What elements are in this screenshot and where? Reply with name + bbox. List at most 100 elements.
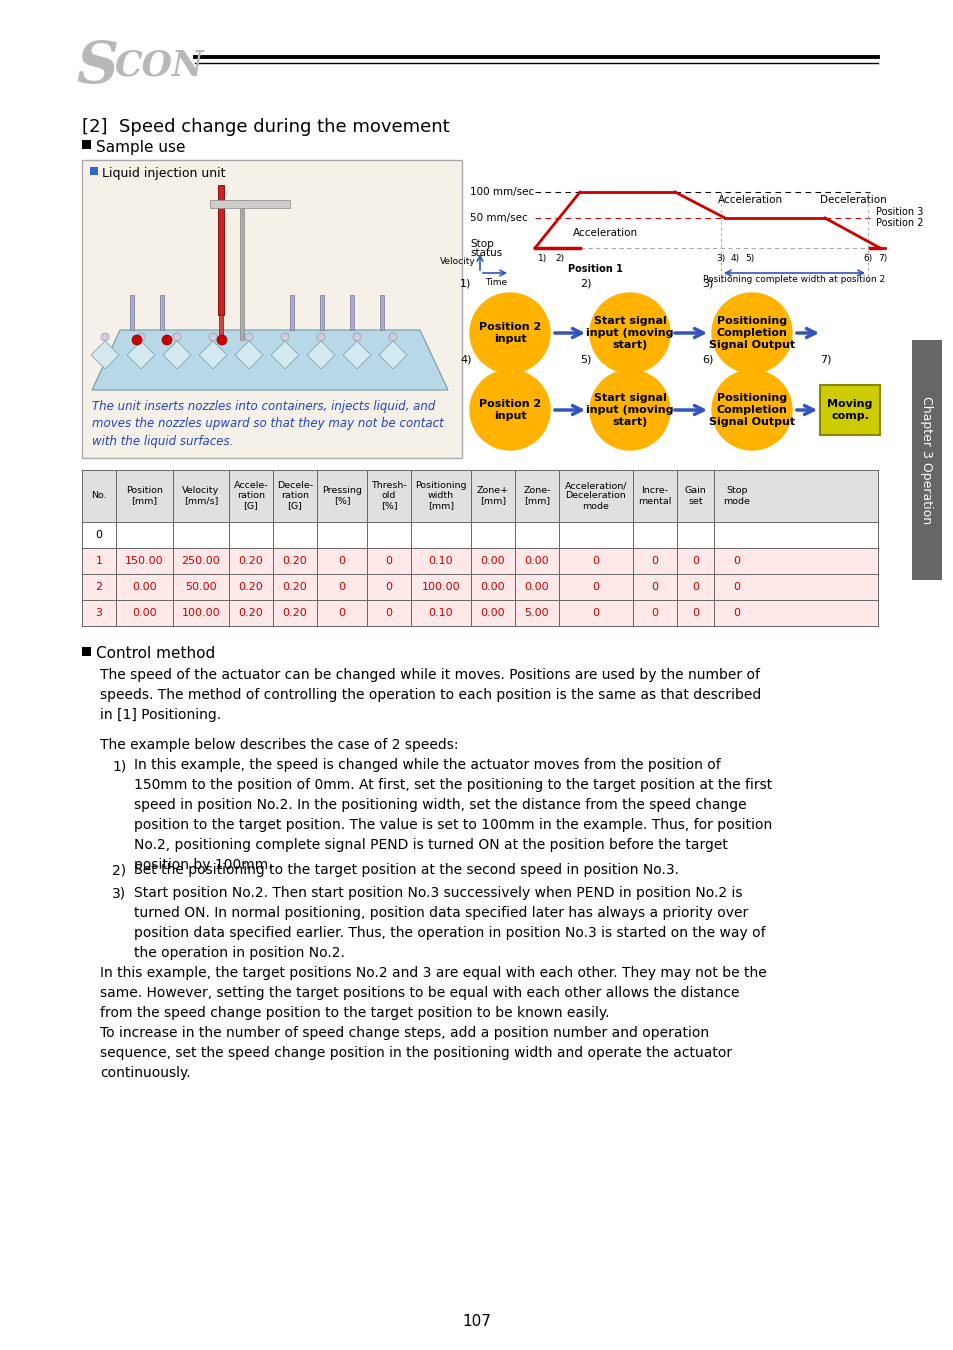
Polygon shape (234, 342, 263, 369)
Circle shape (711, 293, 791, 373)
Text: Velocity: Velocity (439, 256, 476, 266)
Text: 6): 6) (862, 254, 872, 263)
Polygon shape (378, 342, 407, 369)
Text: 0: 0 (733, 608, 740, 618)
Text: 100.00: 100.00 (421, 582, 460, 593)
Text: Control method: Control method (96, 647, 215, 662)
Text: Positioning
Completion
Signal Output: Positioning Completion Signal Output (708, 393, 794, 427)
Text: 5.00: 5.00 (524, 608, 549, 618)
Circle shape (353, 333, 360, 342)
Text: 0.00: 0.00 (132, 582, 156, 593)
Text: 0.00: 0.00 (480, 608, 505, 618)
Text: 0: 0 (691, 556, 699, 566)
Text: 0.00: 0.00 (524, 556, 549, 566)
Text: Pressing
[%]: Pressing [%] (322, 486, 361, 505)
Text: 0.00: 0.00 (480, 556, 505, 566)
Polygon shape (271, 342, 298, 369)
Text: 3): 3) (112, 887, 126, 900)
Circle shape (589, 293, 669, 373)
Text: Zone+
[mm]: Zone+ [mm] (476, 486, 509, 505)
Text: 1): 1) (537, 254, 547, 263)
Bar (319, 296, 324, 329)
Text: 3): 3) (716, 254, 725, 263)
Text: No.: No. (91, 491, 107, 501)
Text: 0: 0 (385, 608, 392, 618)
Text: 0.00: 0.00 (524, 582, 549, 593)
Bar (82, 522, 877, 548)
Text: 4): 4) (730, 254, 739, 263)
Bar (219, 315, 223, 335)
Text: Acceleration: Acceleration (717, 194, 781, 205)
Circle shape (389, 333, 396, 342)
Text: 0.00: 0.00 (132, 608, 156, 618)
Text: Acceleration/
Deceleration
mode: Acceleration/ Deceleration mode (564, 482, 626, 510)
Text: 0: 0 (338, 556, 345, 566)
Circle shape (470, 293, 550, 373)
Text: 3: 3 (95, 608, 102, 618)
Text: 0: 0 (691, 582, 699, 593)
Text: Start signal
input (moving
start): Start signal input (moving start) (586, 316, 673, 350)
Polygon shape (91, 342, 119, 369)
Text: Time: Time (484, 278, 507, 288)
Text: Velocity
[mm/s]: Velocity [mm/s] (182, 486, 219, 505)
Text: Thresh-
old
[%]: Thresh- old [%] (371, 482, 406, 510)
Text: 100.00: 100.00 (181, 608, 220, 618)
FancyBboxPatch shape (820, 385, 879, 435)
Text: Deceleration: Deceleration (819, 194, 885, 205)
Text: 0: 0 (592, 608, 598, 618)
Text: 0.20: 0.20 (238, 556, 263, 566)
Polygon shape (163, 342, 191, 369)
Text: 2): 2) (555, 254, 564, 263)
Bar (82, 470, 877, 522)
Text: Sample use: Sample use (96, 140, 185, 155)
Text: Stop: Stop (470, 239, 494, 248)
Text: 0: 0 (385, 582, 392, 593)
Text: 2): 2) (579, 278, 591, 288)
Text: The example below describes the case of 2 speeds:: The example below describes the case of … (100, 738, 458, 752)
Bar (218, 185, 224, 315)
Circle shape (172, 333, 181, 342)
Circle shape (470, 370, 550, 450)
Text: 0.10: 0.10 (428, 608, 453, 618)
Text: 5): 5) (579, 355, 591, 364)
Text: 107: 107 (462, 1315, 491, 1330)
Circle shape (316, 333, 325, 342)
Bar (379, 296, 384, 329)
Circle shape (162, 335, 172, 346)
Bar (82, 599, 877, 626)
Bar (82, 161, 461, 458)
Text: 4): 4) (459, 355, 471, 364)
Text: Liquid injection unit: Liquid injection unit (102, 167, 225, 180)
Text: 3): 3) (701, 278, 713, 288)
Bar (82, 548, 877, 574)
Text: 0.20: 0.20 (238, 608, 263, 618)
Text: 1): 1) (459, 278, 471, 288)
Text: 5): 5) (744, 254, 754, 263)
Circle shape (711, 370, 791, 450)
Text: 1: 1 (95, 556, 102, 566)
Polygon shape (199, 342, 227, 369)
Bar (240, 200, 244, 340)
Text: 0: 0 (338, 582, 345, 593)
Polygon shape (91, 329, 448, 390)
Text: 0: 0 (691, 608, 699, 618)
Text: 0: 0 (651, 608, 658, 618)
Text: Positioning
Completion
Signal Output: Positioning Completion Signal Output (708, 316, 794, 350)
Text: 50 mm/sec: 50 mm/sec (470, 213, 527, 223)
Circle shape (281, 333, 289, 342)
Text: 0.00: 0.00 (480, 582, 505, 593)
Text: Position 1: Position 1 (567, 265, 621, 274)
Text: 250.00: 250.00 (181, 556, 220, 566)
Text: Chapter 3 Operation: Chapter 3 Operation (920, 396, 933, 524)
Bar (911, 340, 941, 580)
Text: The unit inserts nozzles into containers, injects liquid, and
moves the nozzles : The unit inserts nozzles into containers… (91, 400, 443, 448)
Text: Accele-
ration
[G]: Accele- ration [G] (233, 482, 268, 510)
Text: Acceleration: Acceleration (572, 228, 637, 238)
Text: 0: 0 (651, 582, 658, 593)
Bar (82, 574, 877, 599)
Text: status: status (470, 248, 501, 258)
Bar (290, 296, 294, 329)
Text: 0.20: 0.20 (282, 608, 307, 618)
Text: Position 2
input: Position 2 input (478, 323, 540, 344)
Circle shape (589, 370, 669, 450)
